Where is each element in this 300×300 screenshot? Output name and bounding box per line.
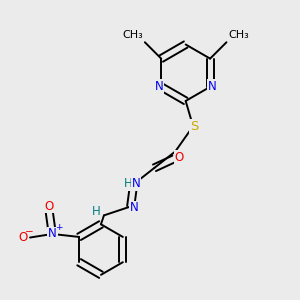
Text: CH₃: CH₃ bbox=[228, 30, 249, 40]
Text: O: O bbox=[45, 200, 54, 212]
Text: N: N bbox=[154, 80, 163, 93]
Text: N: N bbox=[48, 227, 57, 241]
Text: H: H bbox=[124, 177, 133, 190]
Text: N: N bbox=[130, 202, 139, 214]
Text: H: H bbox=[92, 205, 101, 218]
Text: −: − bbox=[25, 227, 33, 237]
Text: S: S bbox=[190, 120, 198, 133]
Text: N: N bbox=[208, 80, 217, 93]
Text: CH₃: CH₃ bbox=[123, 30, 143, 40]
Text: O: O bbox=[19, 231, 28, 244]
Text: N: N bbox=[132, 177, 140, 190]
Text: +: + bbox=[55, 223, 63, 232]
Text: O: O bbox=[175, 151, 184, 164]
